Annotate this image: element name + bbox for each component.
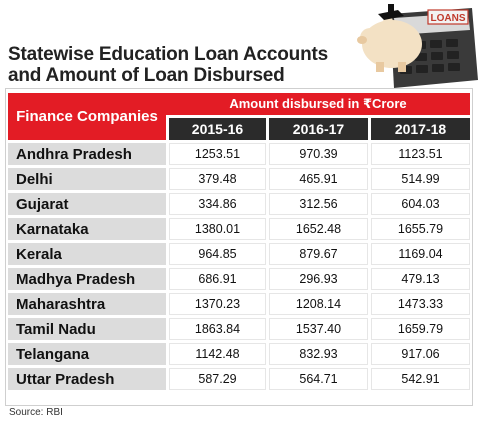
svg-text:LOANS: LOANS [431, 13, 466, 24]
row-label: Delhi [8, 168, 166, 190]
table-cell: 296.93 [266, 268, 368, 290]
table-cell: 379.48 [166, 168, 266, 190]
table-row: Telangana 1142.48 832.93 917.06 [8, 343, 471, 365]
loan-table: Finance Companies Amount disbursed in ₹C… [8, 90, 471, 393]
table-row: Uttar Pradesh 587.29 564.71 542.91 [8, 368, 471, 390]
table-row: Maharashtra 1370.23 1208.14 1473.33 [8, 293, 471, 315]
table-cell: 917.06 [368, 343, 471, 365]
row-label: Tamil Nadu [8, 318, 166, 340]
table-cell: 564.71 [266, 368, 368, 390]
table-cell: 334.86 [166, 193, 266, 215]
table-row: Madhya Pradesh 686.91 296.93 479.13 [8, 268, 471, 290]
table-cell: 465.91 [266, 168, 368, 190]
table-cell: 1142.48 [166, 343, 266, 365]
table-cell: 1652.48 [266, 218, 368, 240]
row-label: Kerala [8, 243, 166, 265]
page-title: Statewise Education Loan Accounts and Am… [8, 44, 368, 86]
row-label: Gujarat [8, 193, 166, 215]
table-cell: 1370.23 [166, 293, 266, 315]
table-row: Andhra Pradesh 1253.51 970.39 1123.51 [8, 143, 471, 165]
row-label: Andhra Pradesh [8, 143, 166, 165]
table-cell: 686.91 [166, 268, 266, 290]
row-label: Telangana [8, 343, 166, 365]
corner-header: Finance Companies [8, 93, 166, 140]
table-cell: 312.56 [266, 193, 368, 215]
table-cell: 604.03 [368, 193, 471, 215]
table-cell: 542.91 [368, 368, 471, 390]
table-cell: 1169.04 [368, 243, 471, 265]
table-cell: 479.13 [368, 268, 471, 290]
piggy-bank-icon [357, 4, 422, 72]
title-line-2: and Amount of Loan Disbursed [8, 65, 285, 86]
group-header: Amount disbursed in ₹Crore [166, 93, 471, 115]
table-row: Kerala 964.85 879.67 1169.04 [8, 243, 471, 265]
column-header: 2016-17 [266, 118, 368, 140]
column-header: 2017-18 [368, 118, 471, 140]
table-cell: 1537.40 [266, 318, 368, 340]
title-line-1: Statewise Education Loan Accounts [8, 44, 328, 65]
table-cell: 1863.84 [166, 318, 266, 340]
table-cell: 1208.14 [266, 293, 368, 315]
piggy-bank-calculator-illustration: LOANS [357, 4, 478, 88]
table-cell: 964.85 [166, 243, 266, 265]
table-cell: 879.67 [266, 243, 368, 265]
table-row: Karnataka 1380.01 1652.48 1655.79 [8, 218, 471, 240]
table-cell: 587.29 [166, 368, 266, 390]
table-cell: 1253.51 [166, 143, 266, 165]
table-cell: 970.39 [266, 143, 368, 165]
loans-label: LOANS [427, 9, 469, 25]
table-cell: 514.99 [368, 168, 471, 190]
row-label: Karnataka [8, 218, 166, 240]
row-label: Madhya Pradesh [8, 268, 166, 290]
table-cell: 1380.01 [166, 218, 266, 240]
table-row: Gujarat 334.86 312.56 604.03 [8, 193, 471, 215]
table-cell: 1659.79 [368, 318, 471, 340]
column-header: 2015-16 [166, 118, 266, 140]
source-note: Source: RBI [9, 407, 63, 418]
row-label: Uttar Pradesh [8, 368, 166, 390]
table-row: Delhi 379.48 465.91 514.99 [8, 168, 471, 190]
table-row: Tamil Nadu 1863.84 1537.40 1659.79 [8, 318, 471, 340]
table-cell: 1473.33 [368, 293, 471, 315]
row-label: Maharashtra [8, 293, 166, 315]
table-cell: 1655.79 [368, 218, 471, 240]
table-cell: 1123.51 [368, 143, 471, 165]
table-cell: 832.93 [266, 343, 368, 365]
